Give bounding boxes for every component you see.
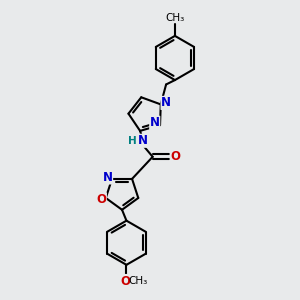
Text: CH₃: CH₃ [165, 13, 184, 22]
Text: CH₃: CH₃ [129, 276, 148, 286]
Text: N: N [138, 134, 148, 147]
Text: O: O [121, 274, 130, 287]
Text: O: O [170, 150, 180, 163]
Text: H: H [128, 136, 137, 146]
Text: N: N [161, 96, 171, 110]
Text: N: N [103, 171, 112, 184]
Text: N: N [150, 116, 160, 129]
Text: O: O [96, 193, 106, 206]
